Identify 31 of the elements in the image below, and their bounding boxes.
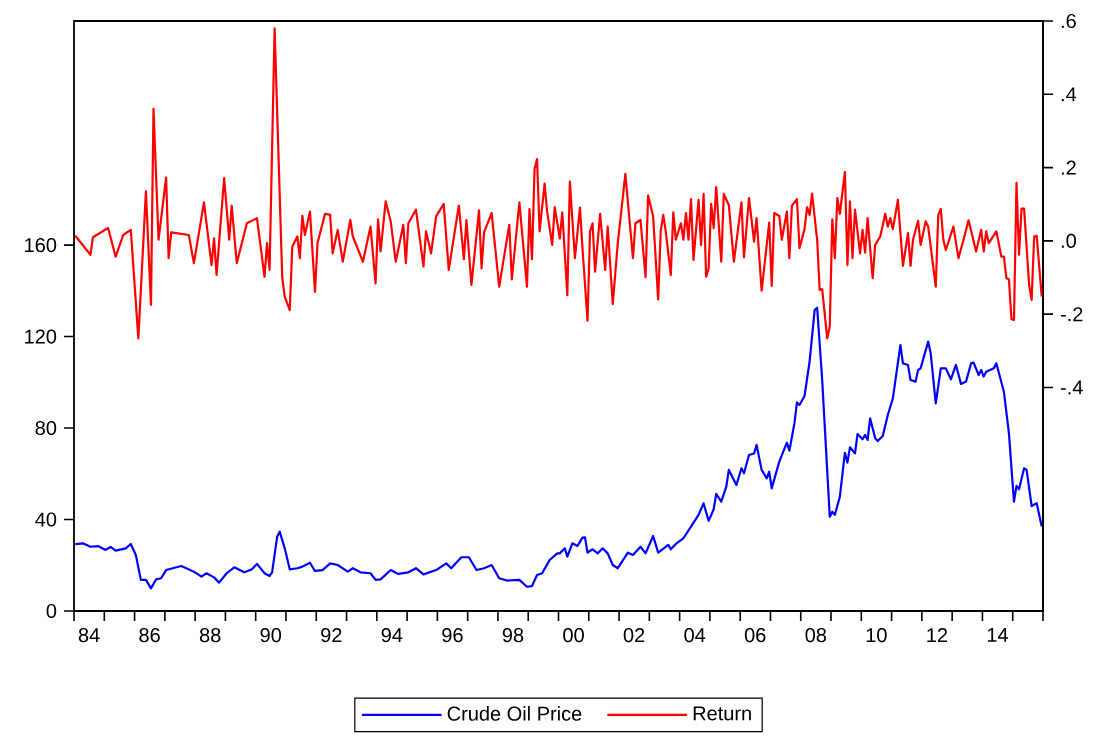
y-tick-label: 40 bbox=[35, 512, 57, 527]
x-tick-label: 02 bbox=[623, 628, 645, 643]
x-tick-label: 92 bbox=[321, 628, 342, 643]
x-tick-label: 10 bbox=[866, 628, 887, 643]
y2-tick-label: .0 bbox=[1061, 233, 1076, 248]
y2-tick-label: .6 bbox=[1061, 13, 1076, 29]
x-tick-label: 04 bbox=[684, 628, 706, 643]
y-tick-label: 160 bbox=[25, 238, 57, 253]
y2-tick-label: -.2 bbox=[1060, 307, 1083, 322]
legend-label: Return bbox=[693, 706, 751, 721]
x-tick-label: 84 bbox=[78, 628, 100, 643]
x-tick-label: 90 bbox=[260, 628, 282, 643]
x-tick-label: 94 bbox=[381, 628, 403, 643]
x-tick-label: 86 bbox=[139, 628, 160, 643]
x-tick-label: 98 bbox=[502, 628, 524, 643]
y2-tick-label: .2 bbox=[1061, 160, 1076, 175]
y-tick-label: 80 bbox=[35, 420, 57, 436]
x-tick-label: 08 bbox=[805, 628, 827, 643]
x-tick-label: 88 bbox=[199, 628, 221, 643]
line-series bbox=[74, 306, 1043, 590]
x-tick-label: 12 bbox=[927, 628, 948, 643]
y-tick-label: 120 bbox=[25, 329, 57, 344]
legend-label: Crude Oil Price bbox=[447, 706, 582, 721]
x-tick-label: 00 bbox=[563, 628, 584, 643]
x-tick-label: 06 bbox=[744, 628, 766, 643]
y2-tick-label: -.4 bbox=[1060, 380, 1083, 395]
x-tick-label: 96 bbox=[442, 628, 463, 643]
y2-tick-label: .4 bbox=[1061, 87, 1077, 102]
y-tick-label: 0 bbox=[46, 603, 57, 619]
line-series bbox=[74, 27, 1043, 340]
x-tick-label: 14 bbox=[987, 628, 1008, 642]
